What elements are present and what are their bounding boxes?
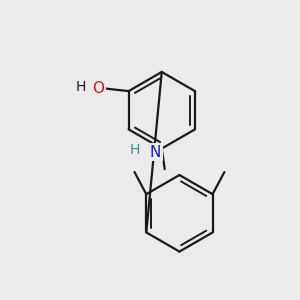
Text: O: O (93, 81, 105, 96)
Text: N: N (150, 145, 161, 160)
Text: H: H (130, 143, 140, 157)
Text: H: H (76, 80, 86, 94)
